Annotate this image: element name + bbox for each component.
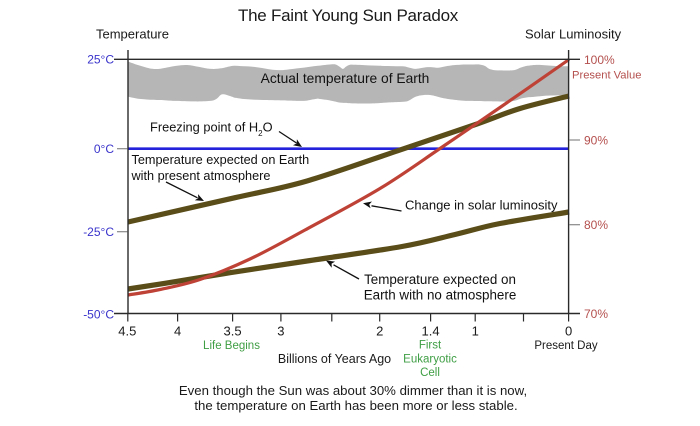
svg-text:Life Begins: Life Begins (203, 340, 260, 352)
svg-text:0: 0 (565, 324, 572, 339)
svg-text:The Faint Young Sun Paradox: The Faint Young Sun Paradox (238, 6, 459, 25)
svg-text:4: 4 (174, 324, 181, 339)
svg-text:Earth with no atmosphere: Earth with no atmosphere (364, 288, 517, 303)
svg-text:2: 2 (376, 324, 383, 339)
svg-text:Temperature: Temperature (96, 27, 169, 42)
svg-text:Even though the Sun was about: Even though the Sun was about 30% dimmer… (179, 383, 527, 398)
svg-text:90%: 90% (584, 133, 608, 147)
svg-text:Solar Luminosity: Solar Luminosity (525, 27, 622, 42)
svg-text:80%: 80% (584, 218, 608, 232)
svg-text:1.4: 1.4 (422, 324, 440, 339)
svg-text:Cell: Cell (420, 367, 440, 379)
svg-text:Change in solar luminosity: Change in solar luminosity (405, 198, 558, 213)
svg-text:0°C: 0°C (94, 142, 114, 156)
svg-text:Present Day: Present Day (534, 340, 598, 352)
svg-text:25°C: 25°C (87, 53, 114, 67)
svg-text:Freezing point of H2O: Freezing point of H2O (150, 120, 273, 139)
svg-text:-25°C: -25°C (83, 225, 114, 239)
svg-text:the temperature on Earth has b: the temperature on Earth has been more o… (194, 398, 517, 413)
svg-text:with present atmosphere: with present atmosphere (131, 169, 271, 183)
svg-text:3: 3 (277, 324, 284, 339)
svg-text:100%: 100% (584, 53, 615, 67)
svg-text:Actual temperature of Earth: Actual temperature of Earth (261, 71, 430, 86)
svg-text:1: 1 (472, 324, 479, 339)
svg-text:-50°C: -50°C (83, 307, 114, 321)
svg-text:First: First (419, 340, 442, 352)
svg-text:Temperature expected on Earth: Temperature expected on Earth (132, 153, 310, 167)
svg-text:4.5: 4.5 (118, 324, 136, 339)
svg-text:Present Value: Present Value (572, 70, 641, 82)
svg-text:Eukaryotic: Eukaryotic (403, 354, 457, 366)
svg-text:70%: 70% (584, 307, 608, 321)
svg-text:Temperature expected on: Temperature expected on (364, 272, 516, 287)
svg-text:Billions of Years Ago: Billions of Years Ago (278, 352, 391, 366)
svg-text:3.5: 3.5 (224, 324, 242, 339)
